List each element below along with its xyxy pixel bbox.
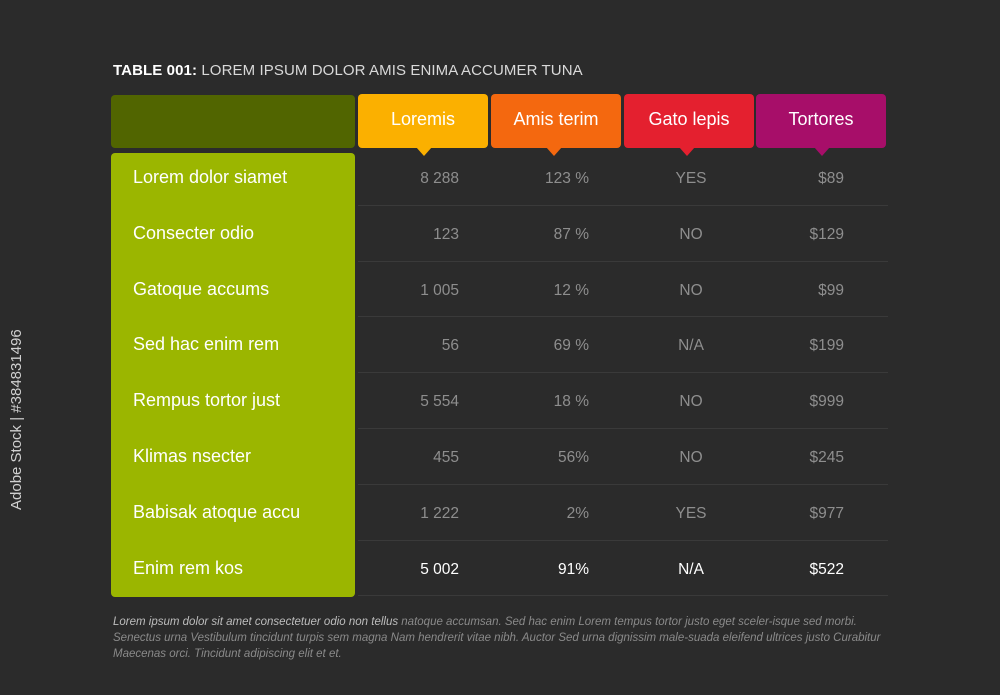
table-cell: $522 (809, 560, 844, 578)
table-cell: 123 % (545, 170, 589, 187)
table-cell: $245 (809, 449, 844, 466)
table-cell: NO (679, 281, 703, 299)
table-cell: YES (675, 170, 707, 187)
row-label: Lorem dolor siamet (133, 167, 288, 187)
table-cell: NO (679, 449, 703, 466)
table-cell: $977 (809, 504, 844, 522)
row-divider (358, 483, 888, 485)
header-corner-cell (111, 95, 355, 148)
table-cell: 18 % (553, 393, 589, 411)
footnote-lead: Lorem ipsum dolor sit amet consectetuer … (113, 616, 399, 628)
column-header-2: Amis terim (491, 94, 621, 156)
table-cell: 1 005 (420, 281, 459, 299)
row-divider (358, 204, 888, 206)
column-header-3: Gato lepis (624, 94, 754, 156)
table-cell: $129 (809, 225, 844, 243)
table-title: TABLE 001: LOREM IPSUM DOLOR AMIS ENIMA … (113, 62, 583, 79)
table-cell: 123 (433, 225, 459, 243)
row-label: Klimas nsecter (133, 446, 252, 466)
row-label: Babisak atoque accu (133, 501, 301, 522)
footnote: Lorem ipsum dolor sit amet consectetuer … (113, 614, 889, 662)
table-cell: $99 (818, 281, 844, 299)
table-cell: N/A (678, 337, 704, 355)
row-label: Sed hac enim rem (133, 334, 280, 355)
table-cell: $89 (818, 170, 844, 187)
footnote-rest: natoque accumsan. Sed hac enim Lorem tem… (113, 616, 881, 660)
row-divider (358, 260, 888, 262)
row-label: Rempus tortor just (133, 390, 281, 411)
table-cell: 87 % (553, 225, 589, 243)
row-labels-panel (111, 153, 355, 597)
column-header-4: Tortores (756, 94, 886, 156)
column-header-1: Loremis (358, 94, 488, 156)
table-cell: 2% (566, 504, 589, 522)
table-cell: $999 (809, 393, 844, 411)
table-cell: 91% (557, 560, 589, 578)
table-cell: 1 222 (420, 504, 459, 522)
row-divider (358, 428, 888, 429)
table-cell: NO (679, 225, 703, 243)
row-divider (358, 539, 888, 541)
table-cell: 8 288 (420, 170, 459, 187)
row-divider (358, 372, 888, 374)
table-cell: 56 (441, 337, 459, 355)
table-cell: 69 % (553, 337, 589, 355)
table-cell: 12 % (553, 281, 589, 299)
table-code: TABLE 001: (113, 62, 198, 79)
row-divider (358, 316, 888, 318)
table-cell: N/A (678, 560, 704, 578)
table-title-text: LOREM IPSUM DOLOR AMIS ENIMA ACCUMER TUN… (201, 62, 583, 79)
table-cell: NO (679, 393, 703, 411)
row-label: Gatoque accums (133, 278, 270, 299)
row-divider (358, 595, 888, 597)
row-label: Enim rem kos (133, 557, 244, 578)
row-label: Consecter odio (133, 222, 255, 243)
table-cell: 5 002 (420, 560, 459, 578)
table-cell: 455 (433, 449, 459, 466)
table-cell: 56% (557, 449, 589, 466)
side-watermark-label: Adobe Stock | #384831496 (8, 329, 25, 510)
table-cell: YES (675, 504, 707, 522)
table-cell: 5 554 (420, 393, 459, 411)
table-cell: $199 (809, 337, 844, 355)
